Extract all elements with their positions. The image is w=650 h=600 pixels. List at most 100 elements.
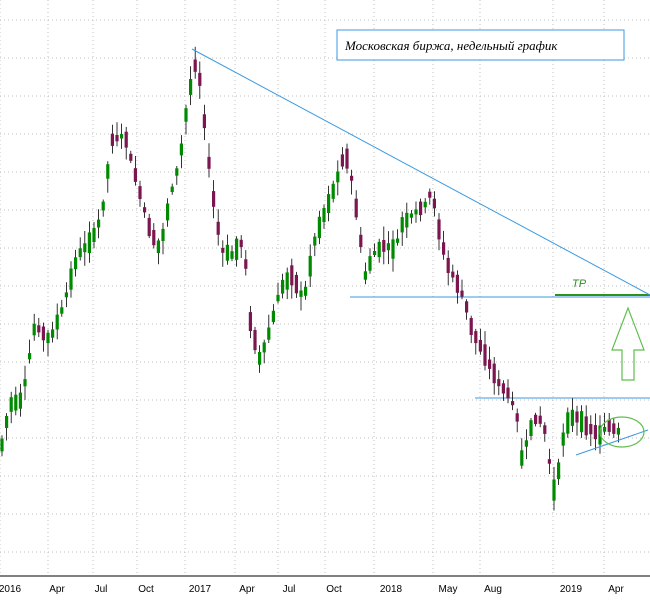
candle [423,198,427,214]
candle-body-up [14,394,18,411]
candle [377,238,381,263]
x-tick-label: Apr [608,584,624,595]
candle [207,143,211,178]
candle-body-up [64,292,68,298]
candle-body-down [207,156,211,169]
candle [225,234,229,265]
candle-body-down [147,217,151,237]
candle-body-up [161,228,165,241]
candle-body-up [175,168,179,176]
candle [313,233,317,257]
candle-body-down [129,153,133,161]
rising-support-line [575,429,649,456]
candle-body-up [51,329,55,338]
candle-body-up [267,327,271,340]
candle-body-up [156,240,160,254]
candle-body-up [23,379,27,387]
candle [193,46,197,79]
candle-body-down [221,247,225,253]
candle-body-down [589,424,593,435]
candle-body-up [561,432,565,446]
candle [520,438,524,469]
candle [386,231,390,265]
candle-body-up [92,228,96,242]
candle [0,435,4,457]
x-tick-label: Jul [283,584,296,595]
candle [419,198,423,222]
candle [83,231,87,266]
candle-body-down [248,312,252,331]
candle [400,211,404,246]
candle [110,124,114,154]
candle-body-down [474,331,478,344]
candle-body-up [304,286,308,296]
candle [327,185,331,222]
candle [23,365,27,400]
candle [124,126,128,160]
candle [120,123,124,149]
candle-body-down [455,274,459,293]
title-border [336,29,625,61]
candle [5,413,9,441]
candle [248,306,252,339]
candle-body-up [46,332,50,344]
candle-body-down [193,59,197,72]
candle [432,191,436,217]
candle-body-down [442,242,446,255]
overlays: TP [191,48,650,456]
candle-body-down [340,154,344,167]
candle-body-up [423,201,427,208]
candle-body-up [400,217,404,233]
candle [9,391,13,424]
candle [414,201,418,223]
candle [216,209,220,246]
candle-body-up [166,203,170,221]
candle-body-up [83,243,87,253]
candle-body-up [285,272,289,290]
candle [345,143,349,174]
candle-body-down [115,135,119,142]
candle-body-up [28,353,32,360]
candle-body-up [60,307,64,314]
candle-body-down [133,168,137,182]
candle-body-up [101,201,105,211]
candle [179,135,183,169]
x-tick-label: Apr [239,584,255,595]
candle-body-up [258,352,262,365]
candle [552,466,556,511]
candle [593,413,597,451]
candle-body-down [543,425,547,434]
candle-body-up [552,479,556,501]
candle [46,329,50,357]
upward-target-arrow [611,306,645,381]
candle [230,245,234,262]
candle [570,398,574,432]
candle [189,66,193,106]
candle [534,412,538,427]
candle-body-up [0,438,4,452]
candle-body-up [396,238,400,243]
candle-body-up [313,236,317,246]
candle-body-up [322,208,326,222]
candle-body-up [557,462,561,480]
candle-body-down [253,330,257,351]
grid-lines [0,0,650,576]
candle [239,235,243,258]
candle [175,166,179,185]
candle [244,250,248,276]
candle [262,339,266,364]
candle-body-down [584,416,588,436]
candle-body-up [368,256,372,271]
tp-label: TP [572,278,587,290]
candle-body-down [152,230,156,246]
candle-body-down [41,326,45,341]
candle [396,229,400,246]
candle-body-down [460,290,464,297]
candle-body-down [198,72,202,86]
x-tick-label: Jul [95,584,108,595]
candle-body-down [138,186,142,199]
candle [391,230,395,272]
candle [428,188,432,205]
candles [0,46,620,511]
candle [350,169,354,195]
